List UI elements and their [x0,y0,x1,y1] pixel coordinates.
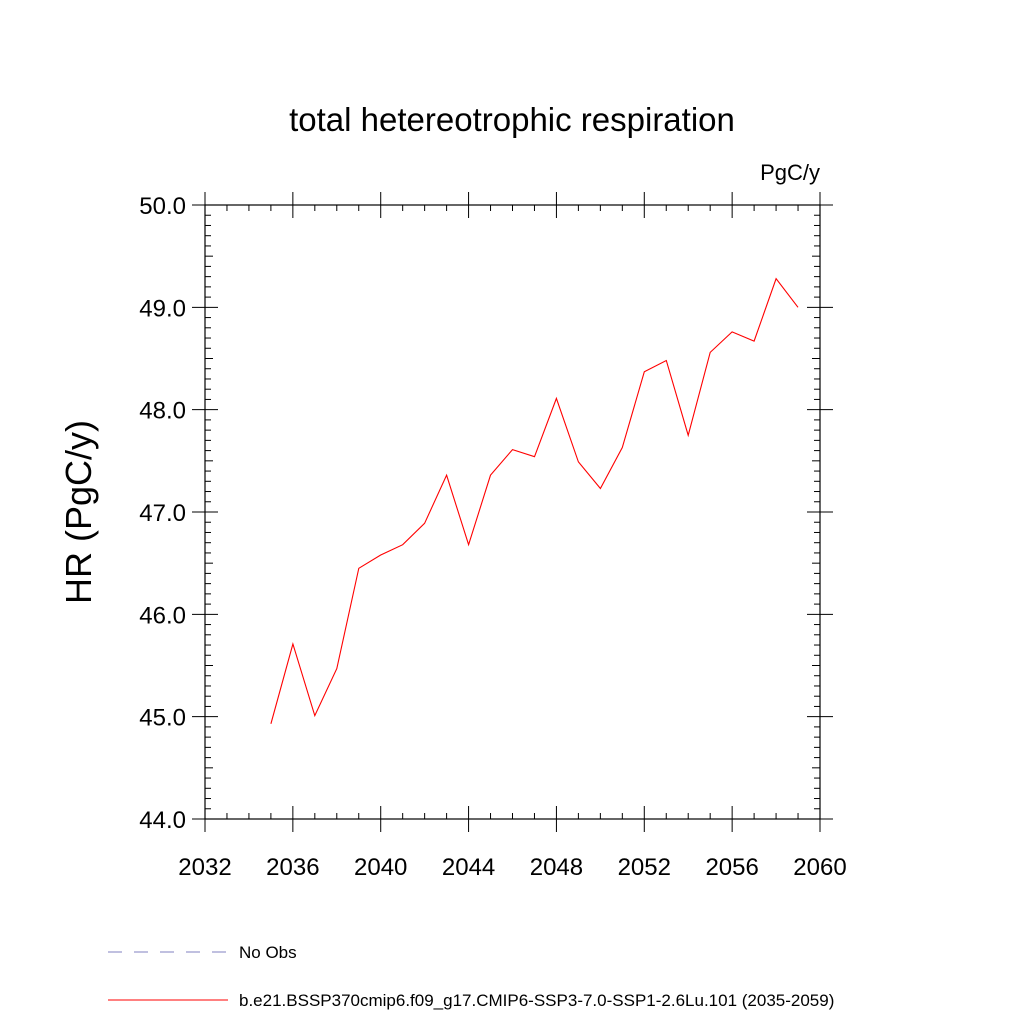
y-tick-label: 44.0 [139,807,186,834]
legend-label: No Obs [239,943,297,962]
y-tick-label: 48.0 [139,398,186,425]
x-tick-label: 2032 [178,854,231,881]
x-tick-label: 2060 [793,854,846,881]
x-tick-label: 2056 [705,854,758,881]
axis-ticks [192,192,833,832]
plot-frame [204,204,821,820]
y-tick-label: 49.0 [139,295,186,322]
legend-label: b.e21.BSSP370cmip6.f09_g17.CMIP6-SSP3-7.… [239,991,834,1010]
y-axis-label: HR (PgC/y) [58,420,99,604]
x-tick-label: 2036 [266,854,319,881]
x-tick-label: 2048 [530,854,583,881]
tick-labels: 2032 2036 2040 2044 2048 2052 2056 2060 44.0 45.0… [139,193,846,881]
chart-title: total hetereotrophic respiration [289,101,735,138]
y-tick-label: 45.0 [139,705,186,732]
y-tick-label: 50.0 [139,193,186,220]
y-tick-label: 46.0 [139,602,186,629]
legend: No Obs b.e21.BSSP370cmip6.f09_g17.CMIP6-S… [108,943,834,1010]
x-tick-label: 2052 [618,854,671,881]
series-group [270,277,799,724]
x-tick-label: 2040 [354,854,407,881]
y-tick-label: 47.0 [139,500,186,527]
units-label: PgC/y [760,160,820,185]
series-line [270,277,799,724]
x-tick-label: 2044 [442,854,495,881]
